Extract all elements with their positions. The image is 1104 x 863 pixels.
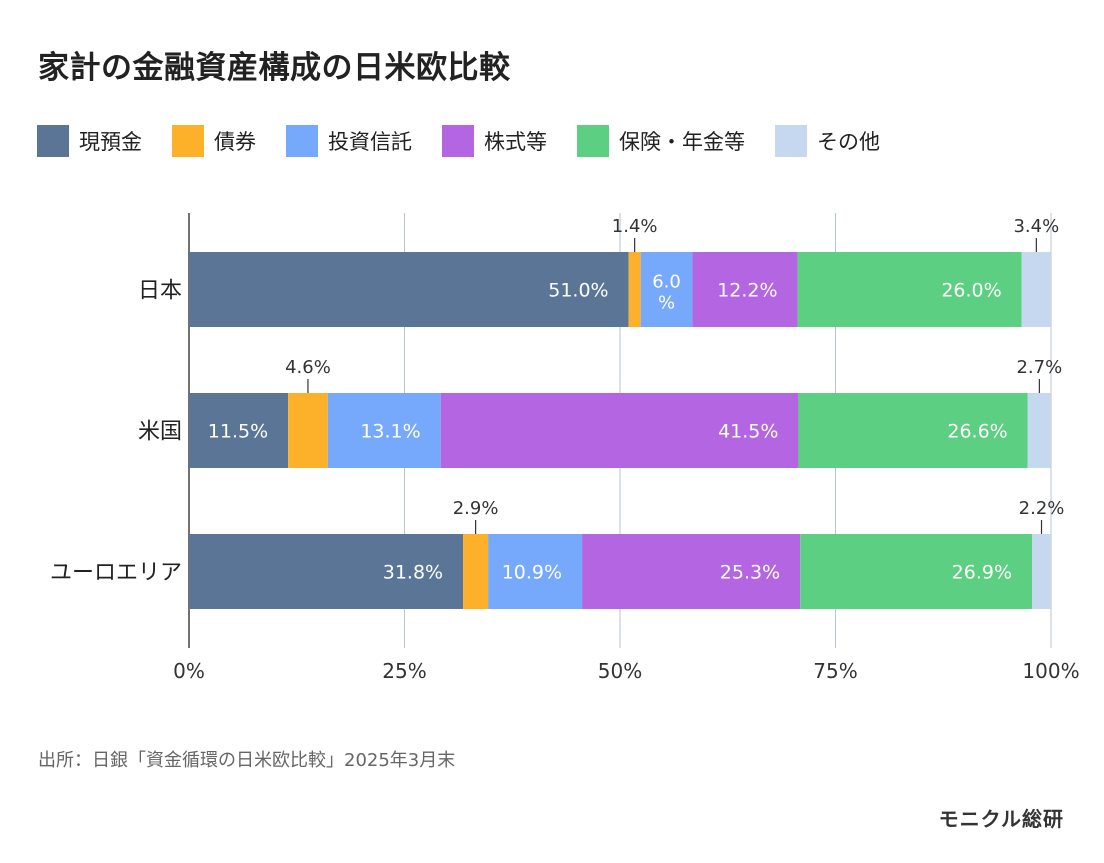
category-label: 日本 [138,279,182,304]
legend-swatch [37,125,69,157]
data-label: 26.0% [941,280,1001,302]
x-tick-label: 25% [382,659,426,683]
bar-segment [640,252,693,327]
bar-segment [488,534,583,609]
data-label: 12.2% [717,280,777,302]
legend-item: 投資信託 [286,125,412,157]
legend-label: 現預金 [79,130,142,154]
legend-label: 債券 [214,130,256,154]
legend-label: 投資信託 [328,130,412,154]
brand-logo: モニクル総研 [938,807,1064,831]
data-label: 3.4% [1013,216,1059,237]
data-label: 26.6% [947,421,1007,443]
x-tick-label: 100% [1022,659,1079,683]
x-tick-label: 0% [173,659,205,683]
data-label: 51.0% [548,280,608,302]
bar-chart: 0% 25% 50% 75% 100% 日本 51.0% 1.4% 6.0 % 12.2% 26.0%… [50,213,1080,683]
data-label: 1.4% [612,216,658,237]
bar-segment [440,393,799,468]
legend-swatch [172,125,204,157]
bar-segment [800,534,1033,609]
legend: 現預金 債券 投資信託 株式等 保険・年金等 その他 [37,125,910,157]
bar-segment [463,534,489,609]
data-label: 41.5% [718,421,778,443]
bar-segment [288,393,328,468]
data-label: 2.9% [453,498,499,519]
source-note: 出所：日銀「資金循環の日米欧比較」2025年3月末 [38,750,456,771]
legend-item: 現預金 [37,125,142,157]
data-label: 2.2% [1019,498,1065,519]
legend-swatch [442,125,474,157]
legend-label: 保険・年金等 [619,130,745,154]
bar-segment [327,393,441,468]
bar-segment [692,252,798,327]
legend-swatch [775,125,807,157]
data-label: 25.3% [720,562,780,584]
legend-item: 株式等 [442,125,547,157]
data-label: 10.9% [502,562,562,584]
bar-segment [189,252,629,327]
chart-title: 家計の金融資産構成の日米欧比較 [38,50,511,86]
legend-item: 保険・年金等 [577,125,745,157]
bar-segment [797,252,1022,327]
legend-item: 債券 [172,125,256,157]
x-tick-label: 75% [813,659,857,683]
data-label: 26.9% [952,562,1012,584]
legend-label: 株式等 [484,130,547,154]
bar-segment [189,534,464,609]
bar-segment [798,393,1028,468]
data-label: 11.5% [208,421,268,443]
category-label: ユーロエリア [50,561,182,586]
data-label: 31.8% [383,562,443,584]
bar-segment [1027,393,1051,468]
legend-swatch [577,125,609,157]
bar-segment [1021,252,1051,327]
legend-swatch [286,125,318,157]
data-label: 4.6% [285,357,331,378]
legend-item: その他 [775,125,880,157]
bar-segment [628,252,641,327]
bar-segment [582,534,801,609]
data-label: 6.0% [652,272,681,314]
bar-segment [1032,534,1051,609]
category-label: 米国 [138,420,182,445]
data-label: 13.1% [360,421,420,443]
bar-segment [189,393,289,468]
data-label: 2.7% [1016,357,1062,378]
legend-label: その他 [817,130,880,154]
x-tick-label: 50% [598,659,642,683]
